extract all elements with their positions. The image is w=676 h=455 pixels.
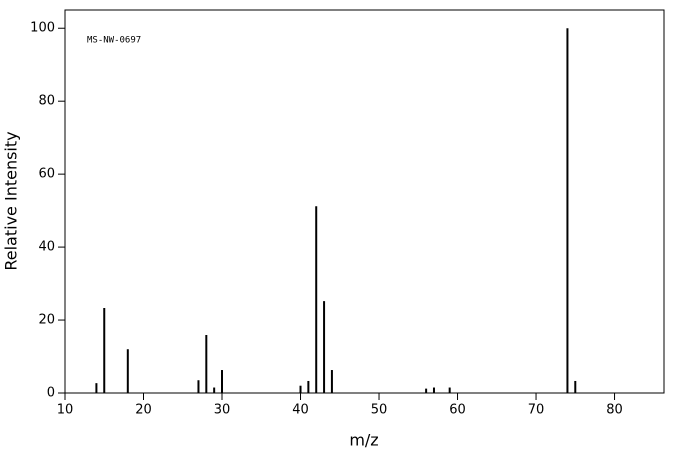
x-tick-label: 80	[606, 403, 623, 418]
x-axis-label: m/z	[349, 431, 378, 450]
x-tick-label: 60	[449, 403, 466, 418]
x-tick-label: 30	[214, 403, 231, 418]
x-tick-label: 70	[528, 403, 545, 418]
plot-frame	[64, 9, 665, 394]
annotation: MS-NW-0697	[87, 36, 141, 46]
x-tick-label: 10	[57, 403, 74, 418]
y-tick-label: 40	[38, 240, 55, 255]
x-tick-label: 50	[371, 403, 388, 418]
y-axis-label: Relative Intensity	[2, 131, 21, 270]
y-tick-label: 80	[38, 94, 55, 109]
x-tick-label: 40	[292, 403, 309, 418]
y-tick-label: 60	[38, 167, 55, 182]
x-tick-label: 20	[135, 403, 152, 418]
y-tick-label: 0	[47, 386, 55, 401]
y-tick-label: 100	[30, 21, 55, 36]
y-tick-label: 20	[38, 313, 55, 328]
